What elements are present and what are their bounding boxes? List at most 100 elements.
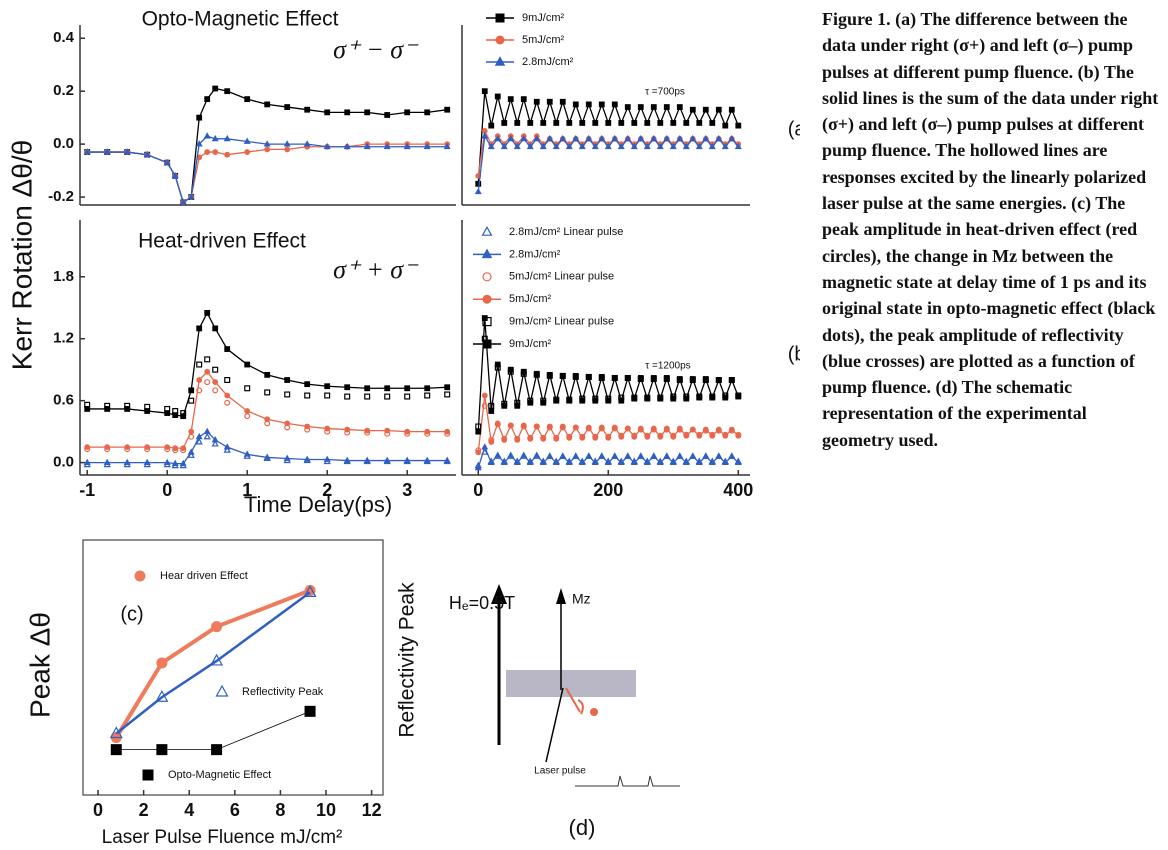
marker bbox=[155, 689, 169, 702]
marker bbox=[579, 397, 586, 404]
marker bbox=[520, 422, 527, 429]
marker bbox=[487, 142, 495, 150]
marker bbox=[624, 375, 631, 381]
marker bbox=[592, 397, 599, 404]
x-axis-label: Laser Pulse Fluence mJ/cm² bbox=[102, 827, 343, 848]
marker bbox=[507, 96, 514, 103]
x-tick-label: 4 bbox=[184, 800, 194, 820]
marker bbox=[284, 420, 291, 427]
marker bbox=[683, 395, 690, 402]
marker bbox=[663, 375, 670, 381]
marker bbox=[611, 134, 619, 142]
marker bbox=[507, 422, 514, 429]
marker bbox=[533, 134, 541, 142]
marker bbox=[631, 395, 638, 402]
marker bbox=[304, 705, 316, 717]
marker bbox=[631, 120, 638, 126]
y-tick-label: 1.2 bbox=[53, 330, 74, 347]
marker bbox=[689, 452, 697, 459]
marker bbox=[721, 458, 729, 466]
arrow-head bbox=[556, 588, 566, 604]
marker bbox=[702, 376, 709, 382]
marker bbox=[123, 148, 131, 155]
marker bbox=[196, 114, 203, 121]
x-tick-label: 6 bbox=[230, 800, 240, 820]
marker bbox=[728, 377, 735, 383]
marker bbox=[656, 458, 664, 466]
marker bbox=[533, 451, 541, 458]
marker bbox=[598, 452, 606, 459]
marker bbox=[598, 424, 605, 431]
marker bbox=[264, 146, 271, 153]
series-line bbox=[87, 143, 448, 204]
marker bbox=[244, 361, 251, 368]
marker bbox=[559, 134, 567, 142]
marker bbox=[617, 458, 625, 466]
marker bbox=[715, 377, 722, 383]
marker bbox=[264, 416, 271, 423]
x-tick-label: 2 bbox=[139, 800, 149, 820]
marker bbox=[244, 385, 251, 392]
marker bbox=[212, 85, 219, 92]
marker bbox=[585, 374, 592, 380]
panel-label: (a) bbox=[788, 118, 800, 140]
marker bbox=[721, 142, 729, 150]
marker bbox=[663, 425, 670, 432]
marker bbox=[728, 106, 735, 113]
marker bbox=[572, 424, 579, 431]
marker bbox=[520, 96, 527, 103]
marker bbox=[644, 395, 651, 402]
marker bbox=[104, 444, 111, 451]
chart-title: Heat-driven Effect bbox=[138, 230, 306, 253]
marker bbox=[644, 120, 651, 126]
marker bbox=[578, 142, 586, 150]
marker bbox=[500, 142, 508, 150]
marker bbox=[211, 435, 219, 443]
marker bbox=[203, 432, 211, 440]
pulse-train bbox=[575, 775, 680, 787]
marker bbox=[403, 456, 411, 463]
marker bbox=[211, 621, 223, 633]
marker bbox=[303, 455, 311, 462]
marker bbox=[546, 134, 554, 142]
marker bbox=[676, 376, 683, 382]
y-tick-label: 0.4 bbox=[53, 29, 75, 46]
marker bbox=[605, 434, 612, 441]
marker bbox=[83, 458, 91, 466]
marker bbox=[481, 443, 489, 450]
x-tick-label: 200 bbox=[593, 480, 623, 500]
marker bbox=[578, 458, 586, 466]
marker bbox=[572, 372, 579, 379]
legend-marker bbox=[482, 317, 492, 327]
marker bbox=[520, 134, 528, 142]
marker bbox=[501, 402, 508, 409]
marker bbox=[210, 653, 224, 666]
marker bbox=[702, 452, 710, 459]
marker bbox=[481, 402, 488, 409]
x-tick-label: 0 bbox=[473, 480, 483, 500]
laser-beam bbox=[545, 687, 564, 763]
marker bbox=[187, 193, 195, 200]
marker bbox=[670, 120, 677, 126]
marker bbox=[722, 394, 729, 401]
marker bbox=[164, 444, 171, 451]
y-axis-label: Kerr Rotation Δθ/θ bbox=[6, 140, 37, 370]
marker bbox=[611, 375, 618, 381]
marker bbox=[344, 109, 351, 116]
marker bbox=[553, 397, 560, 404]
x-tick-label: -1 bbox=[79, 480, 95, 500]
marker bbox=[533, 370, 540, 377]
marker bbox=[204, 149, 211, 155]
y-axis-label: Peak Δθ bbox=[24, 612, 55, 718]
marker bbox=[404, 109, 411, 116]
marker bbox=[212, 366, 219, 373]
marker bbox=[224, 399, 231, 406]
marker bbox=[384, 112, 391, 118]
marker bbox=[579, 434, 586, 441]
diagram: Hₑ=0.5T Mz Laser pulse (d) bbox=[449, 584, 680, 840]
marker bbox=[657, 433, 664, 440]
marker bbox=[514, 402, 521, 409]
marker bbox=[598, 374, 605, 380]
marker bbox=[559, 423, 566, 430]
marker bbox=[264, 101, 271, 108]
